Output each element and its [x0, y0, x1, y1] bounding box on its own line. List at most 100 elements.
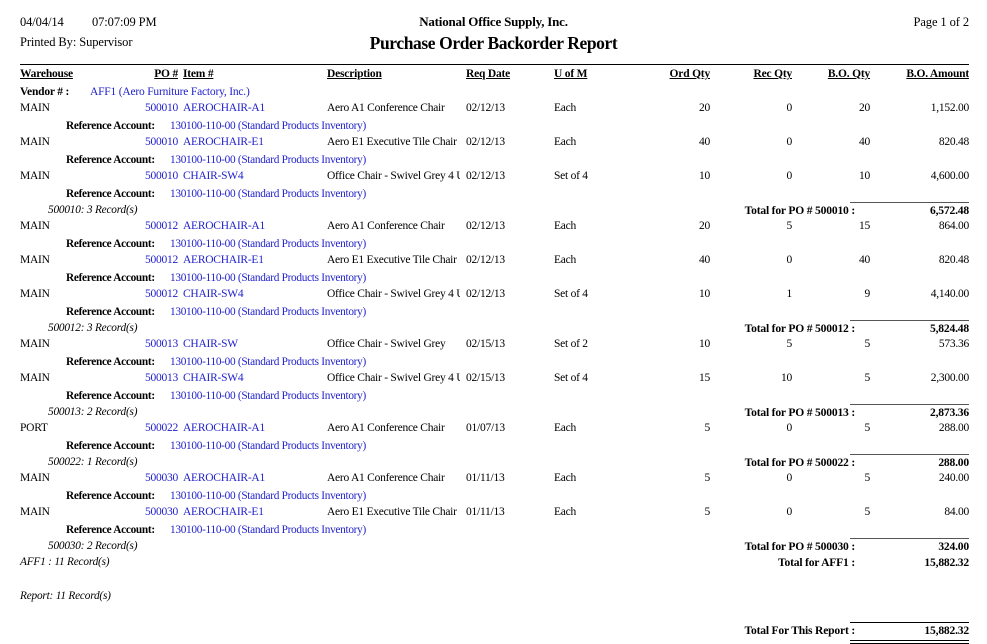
reference-account-value[interactable]: 130100-110-00 (Standard Products Invento… — [170, 440, 366, 452]
cell-uom: Each — [554, 102, 576, 114]
reference-account-label: Reference Account: — [66, 188, 155, 200]
reference-account-row: Reference Account: 130100-110-00 (Standar… — [0, 272, 987, 288]
cell-po[interactable]: 500012 — [145, 220, 178, 232]
reference-account-value[interactable]: 130100-110-00 (Standard Products Invento… — [170, 154, 366, 166]
cell-item[interactable]: CHAIR-SW — [183, 338, 238, 350]
cell-rec-qty: 0 — [786, 472, 793, 484]
reference-account-value[interactable]: 130100-110-00 (Standard Products Invento… — [170, 120, 366, 132]
po-total-label: Total for PO # 500022 : — [744, 456, 856, 469]
reference-account-value[interactable]: 130100-110-00 (Standard Products Invento… — [170, 238, 366, 250]
po-summary-row: 500012: 3 Record(s) Total for PO # 500012… — [0, 320, 987, 338]
po-record-count: 500010: 3 Record(s) — [48, 204, 138, 216]
cell-po[interactable]: 500010 — [145, 136, 178, 148]
cell-uom: Set of 2 — [554, 338, 588, 350]
cell-description: Office Chair - Swivel Grey 4 U — [327, 170, 460, 182]
cell-warehouse: MAIN — [20, 506, 50, 518]
reference-account-value[interactable]: 130100-110-00 (Standard Products Invento… — [170, 390, 366, 402]
vendor-total-value: 15,882.32 — [924, 556, 969, 569]
po-total-label: Total for PO # 500012 : — [744, 322, 856, 335]
cell-po[interactable]: 500022 — [145, 422, 178, 434]
reference-account-label: Reference Account: — [66, 272, 155, 284]
cell-item[interactable]: AEROCHAIR-E1 — [183, 254, 264, 266]
cell-warehouse: MAIN — [20, 102, 50, 114]
cell-description: Office Chair - Swivel Grey 4 U — [327, 288, 460, 300]
cell-bo-qty: 5 — [864, 472, 871, 484]
po-total-label: Total for PO # 500010 : — [744, 204, 856, 217]
cell-bo-amount: 1,152.00 — [930, 102, 969, 114]
cell-uom: Set of 4 — [554, 170, 588, 182]
col-header-uom: U of M — [554, 68, 588, 80]
cell-ord-qty: 5 — [704, 506, 711, 518]
reference-account-value[interactable]: 130100-110-00 (Standard Products Invento… — [170, 306, 366, 318]
cell-item[interactable]: AEROCHAIR-A1 — [183, 472, 265, 484]
cell-rec-qty: 0 — [786, 506, 793, 518]
cell-po[interactable]: 500010 — [145, 170, 178, 182]
cell-bo-qty: 10 — [859, 170, 870, 182]
cell-rec-qty: 0 — [786, 422, 793, 434]
po-record-count: 500013: 2 Record(s) — [48, 406, 138, 418]
cell-ord-qty: 5 — [704, 422, 711, 434]
reference-account-value[interactable]: 130100-110-00 (Standard Products Invento… — [170, 356, 366, 368]
reference-account-value[interactable]: 130100-110-00 (Standard Products Invento… — [170, 188, 366, 200]
cell-item[interactable]: AEROCHAIR-A1 — [183, 102, 265, 114]
po-total-value: 5,824.48 — [930, 322, 969, 335]
cell-req-date: 02/12/13 — [466, 220, 505, 232]
cell-uom: Each — [554, 254, 576, 266]
cell-bo-amount: 820.48 — [938, 136, 969, 148]
po-total-label: Total for PO # 500013 : — [744, 406, 856, 419]
col-header-po: PO # — [154, 68, 178, 80]
vendor-record-count: AFF1 : 11 Record(s) — [20, 556, 110, 568]
po-summary-row: 500030: 2 Record(s) Total for PO # 500030… — [0, 538, 987, 556]
cell-item[interactable]: AEROCHAIR-E1 — [183, 136, 264, 148]
cell-rec-qty: 0 — [786, 102, 793, 114]
reference-account-value[interactable]: 130100-110-00 (Standard Products Invento… — [170, 524, 366, 536]
table-body: MAIN 500010 AEROCHAIR-A1 Aero A1 Conference… — [0, 102, 987, 556]
report-record-count: Report: 11 Record(s) — [20, 590, 111, 602]
cell-item[interactable]: CHAIR-SW4 — [183, 288, 244, 300]
cell-item[interactable]: AEROCHAIR-A1 — [183, 220, 265, 232]
vendor-value[interactable]: AFF1 (Aero Furniture Factory, Inc.) — [90, 86, 250, 98]
cell-po[interactable]: 500012 — [145, 288, 178, 300]
cell-item[interactable]: CHAIR-SW4 — [183, 372, 244, 384]
cell-req-date: 01/11/13 — [466, 506, 505, 518]
cell-po[interactable]: 500012 — [145, 254, 178, 266]
cell-bo-qty: 40 — [859, 254, 870, 266]
col-header-req-date: Req Date — [466, 68, 511, 80]
cell-bo-qty: 20 — [859, 102, 870, 114]
report-total-rule — [850, 622, 969, 623]
cell-po[interactable]: 500013 — [145, 372, 178, 384]
cell-po[interactable]: 500010 — [145, 102, 178, 114]
po-total-rule — [850, 538, 969, 539]
cell-uom: Each — [554, 220, 576, 232]
table-row: MAIN 500012 CHAIR-SW4 Office Chair - Swivel… — [0, 288, 987, 306]
reference-account-row: Reference Account: 130100-110-00 (Standar… — [0, 390, 987, 406]
cell-item[interactable]: AEROCHAIR-E1 — [183, 506, 264, 518]
table-row: MAIN 500012 AEROCHAIR-E1 Aero E1 Executive … — [0, 254, 987, 272]
report-table: Warehouse PO # Item # Description Req Da… — [0, 68, 987, 644]
report-header: 04/04/14 07:07:09 PM Printed By: Supervi… — [0, 0, 987, 58]
reference-account-value[interactable]: 130100-110-00 (Standard Products Invento… — [170, 272, 366, 284]
reference-account-label: Reference Account: — [66, 306, 155, 318]
cell-bo-qty: 5 — [864, 422, 871, 434]
col-header-ord-qty: Ord Qty — [669, 68, 710, 80]
cell-bo-qty: 9 — [864, 288, 871, 300]
reference-account-value[interactable]: 130100-110-00 (Standard Products Invento… — [170, 490, 366, 502]
header-divider — [20, 64, 969, 65]
table-row: MAIN 500010 AEROCHAIR-E1 Aero E1 Executive … — [0, 136, 987, 154]
cell-ord-qty: 5 — [704, 472, 711, 484]
table-row: MAIN 500013 CHAIR-SW Office Chair - Swivel … — [0, 338, 987, 356]
cell-po[interactable]: 500030 — [145, 472, 178, 484]
cell-po[interactable]: 500013 — [145, 338, 178, 350]
cell-warehouse: MAIN — [20, 220, 50, 232]
cell-item[interactable]: CHAIR-SW4 — [183, 170, 244, 182]
reference-account-label: Reference Account: — [66, 490, 155, 502]
cell-item[interactable]: AEROCHAIR-A1 — [183, 422, 265, 434]
cell-req-date: 02/15/13 — [466, 338, 505, 350]
cell-ord-qty: 20 — [699, 102, 710, 114]
vendor-row: Vendor # : AFF1 (Aero Furniture Factory,… — [0, 86, 987, 102]
cell-description: Aero E1 Executive Tile Chair — [327, 136, 457, 148]
cell-bo-qty: 40 — [859, 136, 870, 148]
cell-ord-qty: 15 — [699, 372, 710, 384]
reference-account-row: Reference Account: 130100-110-00 (Standar… — [0, 306, 987, 322]
cell-po[interactable]: 500030 — [145, 506, 178, 518]
